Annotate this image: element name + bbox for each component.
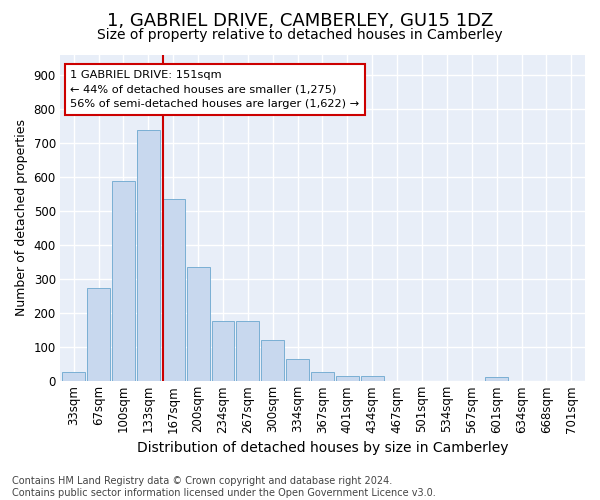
Bar (286, 359, 309, 381)
Bar (336, 376, 359, 381)
Bar (311, 372, 334, 381)
Bar (485, 378, 508, 381)
Text: 1 GABRIEL DRIVE: 151sqm
← 44% of detached houses are smaller (1,275)
56% of semi: 1 GABRIEL DRIVE: 151sqm ← 44% of detache… (70, 70, 359, 110)
Bar (212, 322, 235, 381)
Bar (361, 376, 383, 381)
Bar (162, 200, 185, 381)
Bar (112, 180, 135, 381)
Y-axis label: Number of detached properties: Number of detached properties (15, 120, 28, 316)
Text: Size of property relative to detached houses in Camberley: Size of property relative to detached ho… (97, 28, 503, 42)
Bar (62, 372, 85, 381)
Text: Contains HM Land Registry data © Crown copyright and database right 2024.
Contai: Contains HM Land Registry data © Crown c… (12, 476, 436, 498)
Bar (236, 322, 259, 381)
Bar (137, 130, 160, 381)
Bar (261, 340, 284, 381)
Bar (187, 267, 209, 381)
X-axis label: Distribution of detached houses by size in Camberley: Distribution of detached houses by size … (137, 441, 508, 455)
Bar (87, 288, 110, 381)
Text: 1, GABRIEL DRIVE, CAMBERLEY, GU15 1DZ: 1, GABRIEL DRIVE, CAMBERLEY, GU15 1DZ (107, 12, 493, 30)
